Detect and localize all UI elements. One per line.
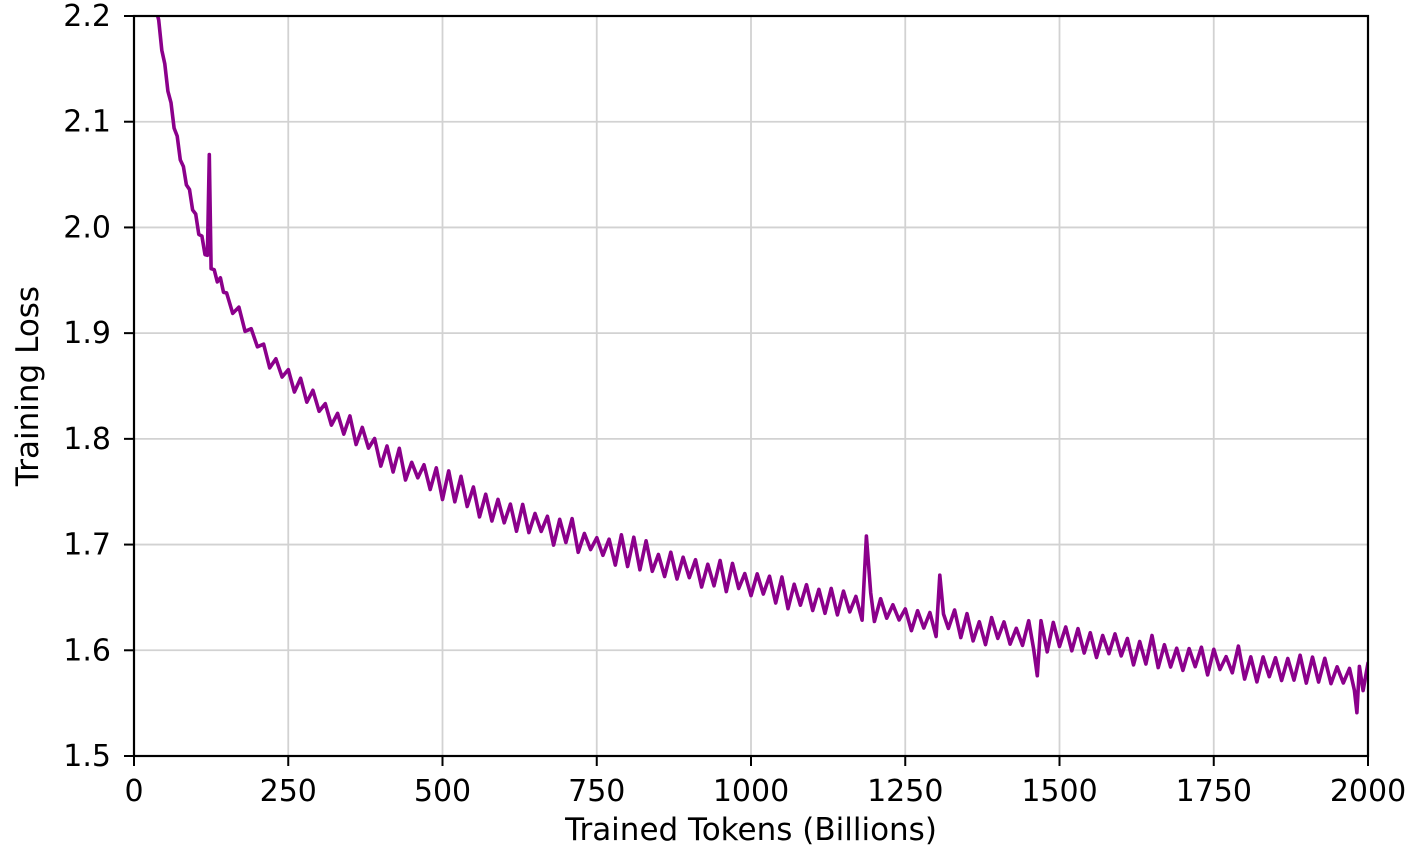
training-loss-series xyxy=(155,16,1368,715)
y-tick-label: 1.9 xyxy=(63,316,111,351)
y-tick-label: 1.7 xyxy=(63,528,111,563)
plot-border xyxy=(132,14,1370,758)
y-tick-label: 2.0 xyxy=(63,210,111,245)
x-tick-label: 1500 xyxy=(1021,774,1097,809)
x-tick-label: 1750 xyxy=(1176,774,1252,809)
x-tick-label: 1000 xyxy=(713,774,789,809)
x-tick-label: 750 xyxy=(568,774,625,809)
x-tick-label: 500 xyxy=(414,774,471,809)
y-axis-title: Training Loss xyxy=(10,285,46,487)
y-tick-label: 1.5 xyxy=(63,739,111,774)
x-axis-title: Trained Tokens (Billions) xyxy=(565,812,937,848)
x-tick-label: 1250 xyxy=(867,774,943,809)
x-tick-label: 2000 xyxy=(1330,774,1406,809)
y-tick-label: 2.2 xyxy=(63,0,111,34)
x-tick-label: 0 xyxy=(124,774,143,809)
y-tick-label: 1.8 xyxy=(63,422,111,457)
y-tick-label: 2.1 xyxy=(63,105,111,140)
x-tick-label: 250 xyxy=(260,774,317,809)
y-tick-label: 1.6 xyxy=(63,633,111,668)
